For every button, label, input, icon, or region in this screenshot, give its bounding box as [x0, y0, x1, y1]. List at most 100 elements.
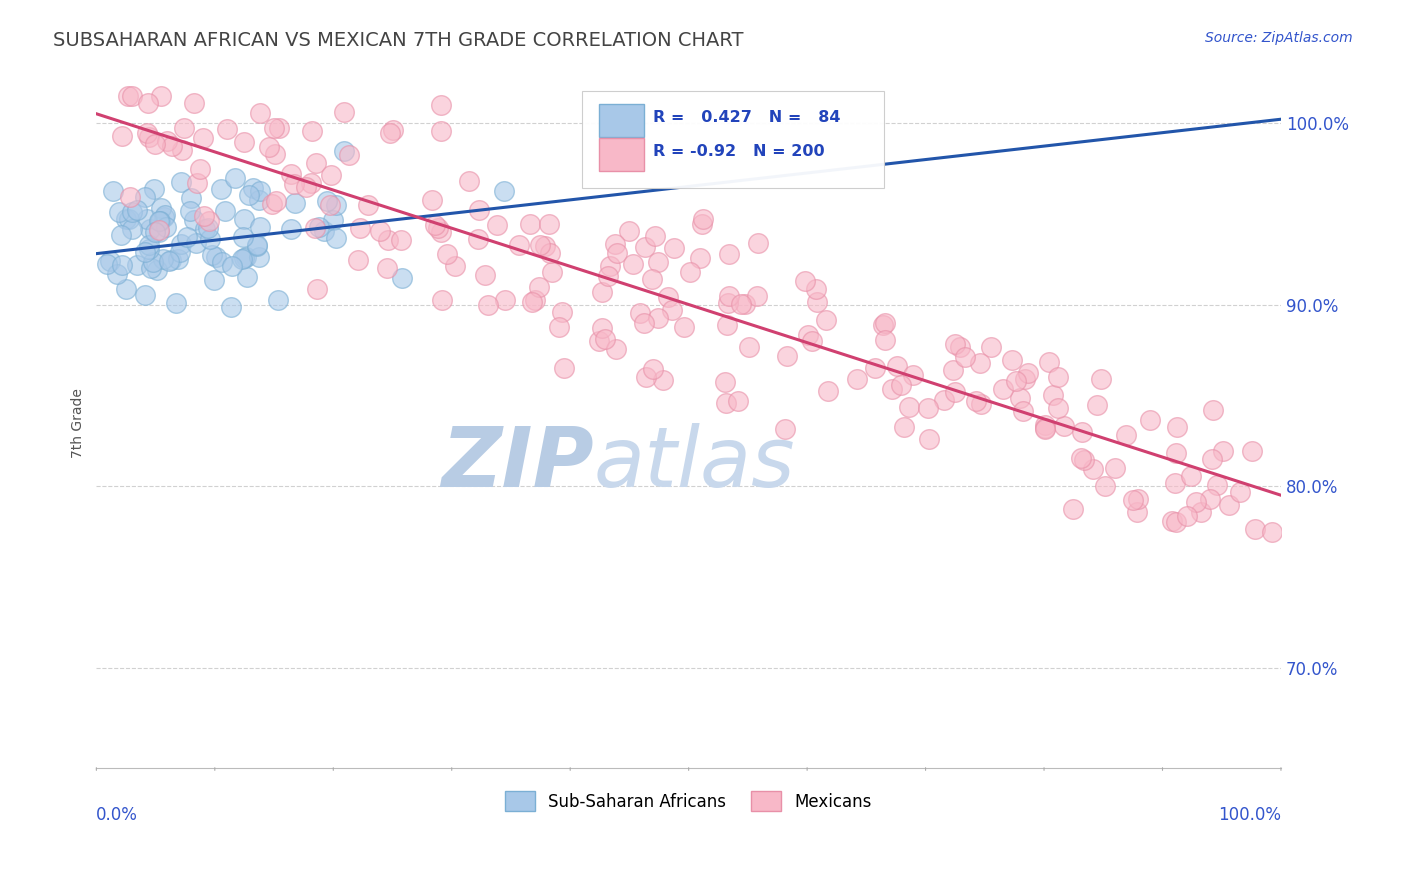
Point — [1014, 371, 1036, 385]
Point — [800, 334, 823, 348]
Point — [538, 246, 561, 260]
Point — [1070, 425, 1092, 439]
Point — [661, 302, 683, 317]
Point — [242, 181, 264, 195]
Point — [183, 213, 205, 227]
Point — [897, 400, 920, 414]
Point — [1073, 452, 1095, 467]
Point — [457, 173, 479, 187]
Point — [1229, 485, 1251, 500]
Point — [110, 228, 132, 243]
Point — [238, 187, 260, 202]
Point — [875, 334, 897, 348]
Point — [1261, 524, 1284, 539]
Text: SUBSAHARAN AFRICAN VS MEXICAN 7TH GRADE CORRELATION CHART: SUBSAHARAN AFRICAN VS MEXICAN 7TH GRADE … — [53, 31, 744, 50]
Point — [1180, 468, 1202, 483]
Point — [322, 213, 344, 227]
Point — [249, 219, 271, 234]
Point — [103, 184, 125, 198]
Point — [136, 126, 159, 140]
Point — [186, 235, 208, 250]
Point — [747, 236, 769, 251]
Point — [114, 212, 136, 227]
Point — [115, 282, 138, 296]
Point — [295, 180, 318, 194]
Point — [634, 370, 657, 384]
Point — [1166, 419, 1188, 434]
Point — [143, 225, 166, 239]
Point — [533, 239, 555, 253]
Point — [918, 432, 941, 446]
Point — [508, 238, 530, 252]
Point — [965, 394, 987, 409]
Point — [814, 312, 837, 326]
Point — [541, 265, 564, 279]
Point — [139, 221, 162, 235]
Point — [139, 260, 162, 275]
Point — [308, 219, 330, 234]
Point — [692, 211, 714, 226]
Point — [118, 211, 141, 226]
Point — [588, 334, 610, 349]
Point — [730, 296, 752, 310]
Point — [1202, 403, 1225, 417]
Point — [873, 316, 896, 330]
Text: ZIP: ZIP — [441, 424, 593, 505]
Point — [246, 238, 269, 252]
Point — [233, 135, 256, 149]
Point — [145, 136, 167, 151]
Point — [160, 139, 183, 153]
Point — [221, 259, 243, 273]
Point — [150, 88, 173, 103]
FancyBboxPatch shape — [599, 103, 644, 136]
Point — [191, 130, 214, 145]
Point — [880, 382, 903, 396]
Point — [1164, 515, 1187, 529]
Point — [190, 161, 212, 176]
Point — [717, 289, 740, 303]
Point — [427, 221, 450, 235]
Point — [494, 293, 516, 307]
Point — [105, 267, 128, 281]
Point — [176, 229, 198, 244]
Point — [134, 190, 156, 204]
Point — [217, 122, 239, 136]
Point — [378, 126, 401, 140]
Point — [425, 219, 447, 233]
FancyBboxPatch shape — [582, 91, 884, 188]
Point — [886, 359, 908, 374]
Point — [605, 342, 627, 356]
Point — [96, 257, 118, 271]
Point — [1125, 505, 1147, 519]
Point — [214, 204, 236, 219]
Point — [150, 202, 173, 216]
Point — [1053, 419, 1076, 434]
Point — [980, 340, 1002, 354]
Point — [247, 194, 270, 208]
Point — [718, 247, 741, 261]
Point — [714, 375, 737, 389]
Point — [776, 349, 799, 363]
Point — [430, 293, 453, 307]
Point — [641, 362, 664, 376]
Point — [1081, 461, 1104, 475]
Point — [690, 217, 713, 231]
Point — [211, 254, 233, 268]
Point — [523, 293, 546, 307]
Point — [121, 204, 143, 219]
Point — [325, 197, 347, 211]
Point — [1189, 505, 1212, 519]
Point — [236, 270, 259, 285]
Point — [153, 210, 176, 224]
Text: R = -0.92   N = 200: R = -0.92 N = 200 — [654, 145, 825, 160]
Point — [299, 176, 322, 190]
Point — [591, 285, 613, 300]
Point — [717, 296, 740, 310]
Point — [1033, 418, 1056, 433]
Point — [170, 174, 193, 188]
Point — [617, 223, 640, 237]
Point — [249, 106, 271, 120]
Point — [734, 297, 756, 311]
Point — [179, 203, 201, 218]
Point — [263, 121, 285, 136]
